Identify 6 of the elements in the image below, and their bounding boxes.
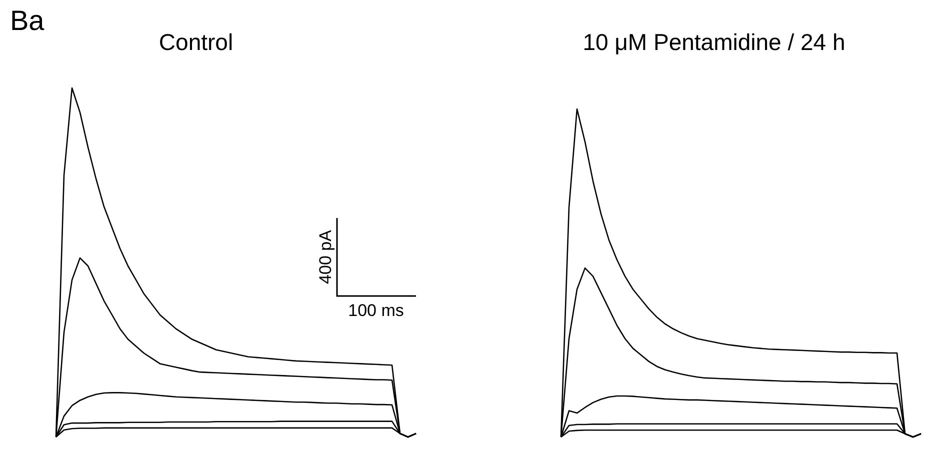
scale-bar: 400 pA 100 ms bbox=[316, 218, 416, 320]
text: Ba bbox=[10, 5, 45, 36]
annotation: 100 ms bbox=[348, 301, 404, 320]
annotation: 400 pA bbox=[316, 229, 335, 284]
chart-title: Control bbox=[158, 29, 234, 55]
chart-title: 10 μM Pentamidine / 24 h bbox=[582, 29, 846, 55]
